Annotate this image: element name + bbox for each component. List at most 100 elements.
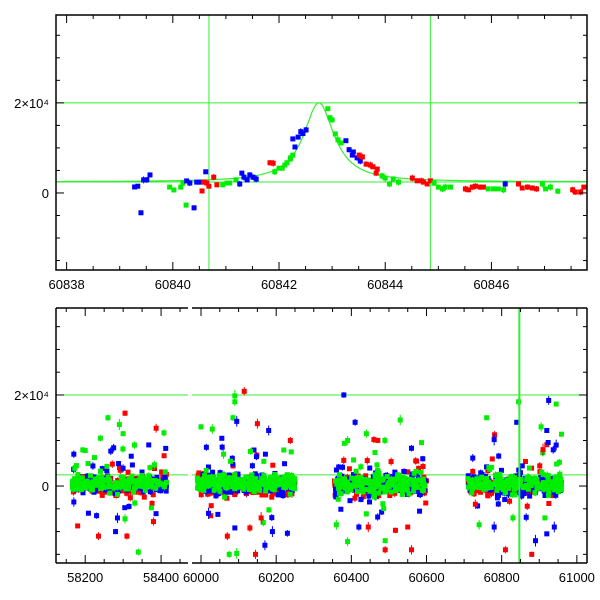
data-point: [511, 486, 517, 492]
data-point: [417, 508, 423, 514]
data-point: [98, 468, 104, 474]
data-point: [474, 488, 480, 494]
data-point: [489, 464, 495, 470]
data-point: [253, 176, 259, 182]
data-point: [529, 185, 535, 191]
data-point: [76, 479, 82, 485]
data-point: [382, 489, 388, 495]
data-point: [131, 478, 137, 484]
data-point: [147, 489, 153, 495]
data-point: [234, 418, 240, 424]
data-point: [113, 529, 119, 535]
data-point: [251, 489, 257, 495]
data-point: [540, 447, 546, 453]
data-point: [553, 442, 559, 448]
data-point: [554, 479, 560, 485]
data-point: [201, 179, 207, 185]
data-point: [132, 184, 138, 190]
data-point: [517, 470, 523, 476]
data-point: [476, 522, 482, 528]
data-point: [494, 487, 500, 493]
data-point: [551, 524, 557, 530]
data-point: [270, 462, 276, 468]
x-tick-label: 60840: [155, 277, 191, 292]
x-tick-label: 60844: [367, 277, 403, 292]
data-point: [350, 149, 356, 155]
data-point: [290, 152, 296, 158]
data-point: [272, 472, 278, 478]
data-point: [249, 480, 255, 486]
data-point: [203, 169, 209, 175]
data-point: [288, 484, 294, 490]
data-point: [338, 506, 344, 512]
data-point: [118, 474, 124, 480]
data-point: [221, 472, 227, 478]
data-point: [354, 491, 360, 497]
data-point: [233, 177, 239, 183]
data-point: [70, 478, 76, 484]
data-point: [115, 484, 121, 490]
data-point: [292, 486, 298, 492]
data-point: [469, 184, 475, 190]
data-point: [90, 479, 96, 485]
data-point: [501, 187, 507, 193]
data-point: [95, 533, 101, 539]
data-point: [501, 480, 507, 486]
data-point: [525, 184, 531, 190]
data-point: [364, 458, 370, 464]
data-point: [201, 487, 207, 493]
data-point: [423, 500, 429, 506]
data-point: [106, 480, 112, 486]
data-point: [442, 184, 448, 190]
data-point: [494, 495, 500, 501]
data-point: [284, 160, 290, 166]
data-point: [269, 529, 275, 535]
data-point: [401, 484, 407, 490]
data-point: [366, 493, 372, 499]
data-point: [161, 430, 167, 436]
data-point: [553, 492, 559, 498]
data-point: [120, 465, 126, 471]
data-point: [208, 488, 214, 494]
data-point: [219, 444, 225, 450]
data-point: [204, 180, 210, 186]
data-point: [214, 182, 220, 188]
data-point: [431, 180, 437, 186]
data-point: [142, 487, 148, 493]
data-point: [126, 476, 132, 482]
data-point: [356, 524, 362, 530]
data-point: [234, 550, 240, 556]
data-point: [229, 455, 235, 461]
data-point: [527, 493, 533, 499]
data-point: [203, 488, 209, 494]
data-point: [358, 464, 364, 470]
data-point: [552, 487, 558, 493]
data-point: [349, 475, 355, 481]
data-point: [139, 469, 145, 475]
data-point: [405, 469, 411, 475]
data-point: [85, 461, 91, 467]
data-point: [395, 179, 401, 185]
data-point: [401, 468, 407, 474]
data-point: [277, 484, 283, 490]
data-point: [485, 492, 491, 498]
data-point: [348, 484, 354, 490]
data-point: [519, 490, 525, 496]
x-tick-label: 60846: [473, 277, 509, 292]
data-point: [118, 484, 124, 490]
data-point: [228, 489, 234, 495]
data-point: [249, 463, 255, 469]
data-point: [374, 166, 380, 172]
data-point: [539, 469, 545, 475]
data-point: [82, 448, 88, 454]
data-point: [538, 424, 544, 430]
data-point: [375, 437, 381, 443]
data-point: [107, 490, 113, 496]
data-point: [205, 491, 211, 497]
data-point: [448, 184, 454, 190]
data-point: [394, 487, 400, 493]
x-tick-label: 61000: [559, 570, 595, 585]
data-point: [488, 483, 494, 489]
data-point: [197, 179, 203, 185]
data-point: [184, 178, 190, 184]
